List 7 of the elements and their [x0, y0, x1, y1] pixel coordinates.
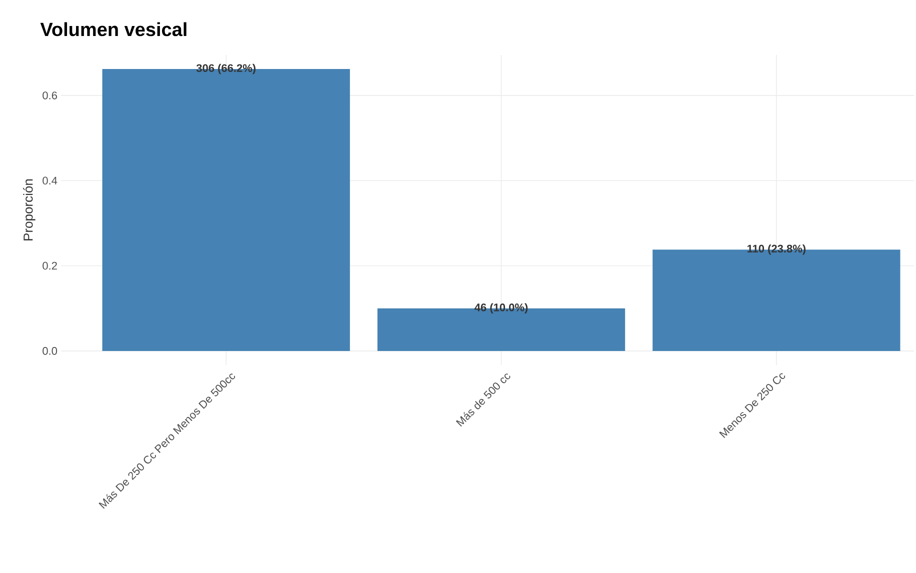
x-tick-label: Más de 500 cc	[456, 374, 510, 427]
chart-title: Volumen vesical	[40, 22, 186, 36]
y-axis-title: Proporción	[23, 179, 36, 240]
y-tick-label: 0.2	[42, 262, 57, 270]
y-tick-label: 0.6	[42, 92, 57, 100]
y-tick-label: 0.4	[42, 176, 58, 185]
y-tick-label: 0.0	[42, 347, 58, 355]
